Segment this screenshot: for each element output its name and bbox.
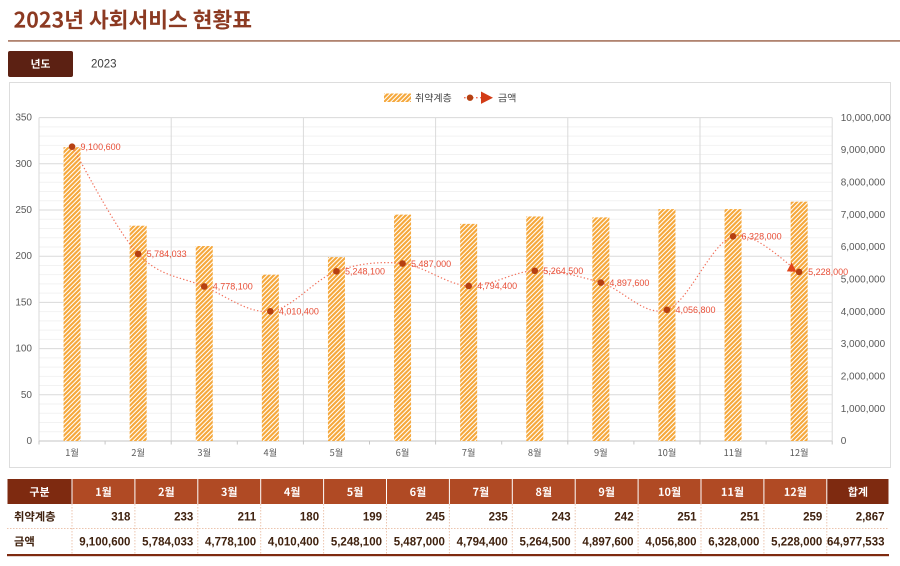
svg-text:2,867: 2,867 [856,512,885,524]
svg-text:4,794,400: 4,794,400 [477,281,517,291]
svg-text:9,100,600: 9,100,600 [79,537,130,549]
svg-text:9,100,600: 9,100,600 [81,142,121,152]
svg-text:5,264,500: 5,264,500 [543,266,583,276]
svg-text:5,228,000: 5,228,000 [771,537,822,549]
svg-text:350: 350 [15,113,32,124]
svg-text:5,487,000: 5,487,000 [411,259,451,269]
svg-text:4,897,600: 4,897,600 [609,278,649,288]
svg-text:318: 318 [111,512,131,524]
svg-text:64,977,533: 64,977,533 [827,537,885,549]
svg-text:4,897,600: 4,897,600 [582,537,633,549]
svg-text:4,056,800: 4,056,800 [675,305,715,315]
svg-text:4,778,100: 4,778,100 [205,537,256,549]
svg-text:3,000,000: 3,000,000 [841,339,886,350]
svg-text:5,248,100: 5,248,100 [331,537,382,549]
svg-text:10,000,000: 10,000,000 [841,113,891,124]
svg-text:1,000,000: 1,000,000 [841,404,886,415]
svg-text:0: 0 [841,436,847,447]
svg-text:250: 250 [15,205,32,216]
svg-text:4,000,000: 4,000,000 [841,307,886,318]
svg-text:5,784,033: 5,784,033 [142,537,193,549]
svg-text:5,228,000: 5,228,000 [808,267,848,277]
svg-text:50: 50 [21,390,33,401]
svg-text:199: 199 [363,512,382,524]
svg-text:8,000,000: 8,000,000 [841,177,886,188]
svg-text:4,010,400: 4,010,400 [279,307,319,317]
svg-text:5,487,000: 5,487,000 [394,537,445,549]
svg-text:251: 251 [740,512,760,524]
svg-text:200: 200 [15,251,32,262]
svg-text:4,056,800: 4,056,800 [645,537,696,549]
svg-text:6,000,000: 6,000,000 [841,242,886,253]
svg-text:5,784,033: 5,784,033 [147,249,187,259]
svg-text:5,000,000: 5,000,000 [841,275,886,286]
svg-text:100: 100 [15,344,32,355]
svg-text:235: 235 [489,512,509,524]
svg-text:6,328,000: 6,328,000 [708,537,759,549]
svg-text:243: 243 [552,512,571,524]
svg-text:150: 150 [15,297,32,308]
svg-text:5,248,100: 5,248,100 [345,266,385,276]
svg-text:211: 211 [238,512,257,524]
svg-text:300: 300 [15,159,32,170]
svg-text:180: 180 [300,512,319,524]
svg-text:251: 251 [677,512,697,524]
svg-text:4,010,400: 4,010,400 [268,537,319,549]
svg-text:4,778,100: 4,778,100 [213,282,253,292]
svg-text:6,328,000: 6,328,000 [742,232,782,242]
svg-text:233: 233 [174,512,193,524]
svg-text:4,794,400: 4,794,400 [457,537,508,549]
svg-text:259: 259 [803,512,822,524]
svg-text:5,264,500: 5,264,500 [520,537,571,549]
svg-text:2,000,000: 2,000,000 [841,372,886,383]
svg-text:2023: 2023 [91,59,117,71]
svg-text:245: 245 [426,512,446,524]
svg-text:7,000,000: 7,000,000 [841,210,886,221]
svg-text:0: 0 [26,436,32,447]
svg-text:242: 242 [614,512,633,524]
svg-text:9,000,000: 9,000,000 [841,145,886,156]
